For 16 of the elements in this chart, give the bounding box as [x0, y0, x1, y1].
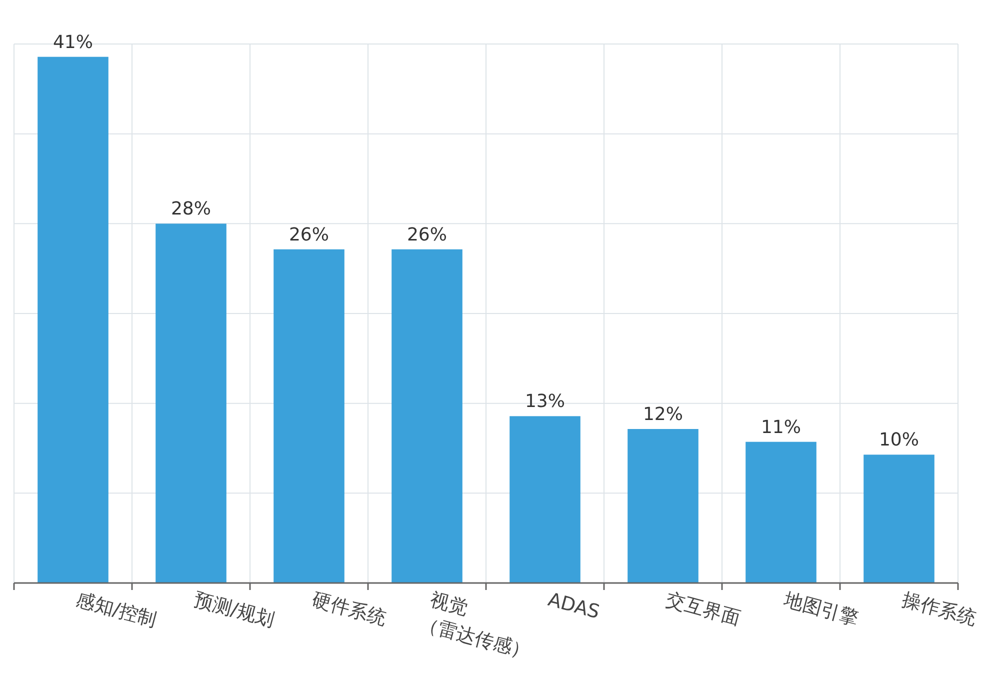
x-tick-label: 硬件系统 — [310, 588, 389, 630]
data-label: 26% — [406, 224, 448, 246]
x-tick-label: ADAS — [546, 588, 602, 624]
data-label: 12% — [642, 404, 684, 425]
data-label: 13% — [524, 391, 566, 412]
x-tick-label: 操作系统 — [900, 588, 979, 630]
x-tick-label: 交互界面 — [664, 588, 743, 630]
data-label: 26% — [288, 224, 330, 246]
x-tick-label: 视觉（雷达传感） — [417, 588, 533, 664]
x-tick-label: 感知/控制 — [74, 588, 159, 632]
x-tick-label: 地图引擎 — [780, 588, 861, 630]
x-tick-label: 预测/规划 — [192, 588, 277, 632]
data-label: 28% — [170, 198, 212, 220]
data-label: 41% — [52, 32, 94, 53]
data-label: 11% — [760, 416, 802, 438]
data-label: 10% — [878, 430, 920, 451]
